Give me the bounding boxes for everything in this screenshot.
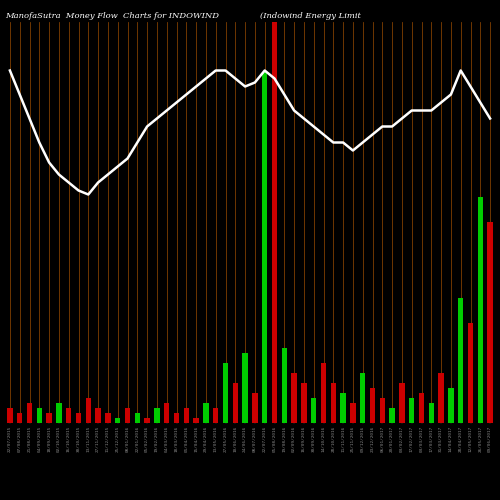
Bar	[409, 398, 414, 422]
Bar	[203, 402, 208, 422]
Bar	[184, 408, 189, 422]
Bar	[272, 22, 277, 422]
Bar	[390, 408, 395, 422]
Bar	[262, 72, 268, 422]
Bar	[223, 362, 228, 422]
Bar	[438, 372, 444, 422]
Bar	[301, 382, 306, 422]
Bar	[56, 402, 62, 422]
Text: ManofaSutra  Money Flow  Charts for INDOWIND: ManofaSutra Money Flow Charts for INDOWI…	[5, 12, 219, 20]
Bar	[125, 408, 130, 422]
Bar	[96, 408, 101, 422]
Text: (Indowind Energy Limit: (Indowind Energy Limit	[260, 12, 361, 20]
Bar	[134, 412, 140, 422]
Bar	[232, 382, 238, 422]
Bar	[17, 412, 22, 422]
Bar	[66, 408, 71, 422]
Bar	[27, 402, 32, 422]
Bar	[76, 412, 81, 422]
Bar	[399, 382, 404, 422]
Bar	[213, 408, 218, 422]
Bar	[448, 388, 454, 422]
Bar	[468, 322, 473, 422]
Bar	[428, 402, 434, 422]
Bar	[292, 372, 297, 422]
Bar	[311, 398, 316, 422]
Bar	[242, 352, 248, 422]
Bar	[478, 198, 483, 422]
Bar	[105, 412, 110, 422]
Bar	[350, 402, 356, 422]
Bar	[488, 222, 493, 422]
Bar	[194, 418, 199, 422]
Bar	[360, 372, 366, 422]
Bar	[144, 418, 150, 422]
Bar	[174, 412, 179, 422]
Bar	[154, 408, 160, 422]
Bar	[46, 412, 52, 422]
Bar	[252, 392, 258, 422]
Bar	[458, 298, 464, 422]
Bar	[370, 388, 375, 422]
Bar	[115, 418, 120, 422]
Bar	[7, 408, 12, 422]
Bar	[164, 402, 170, 422]
Bar	[340, 392, 346, 422]
Bar	[380, 398, 385, 422]
Bar	[36, 408, 42, 422]
Bar	[321, 362, 326, 422]
Bar	[330, 382, 336, 422]
Bar	[282, 348, 287, 422]
Bar	[419, 392, 424, 422]
Bar	[86, 398, 91, 422]
